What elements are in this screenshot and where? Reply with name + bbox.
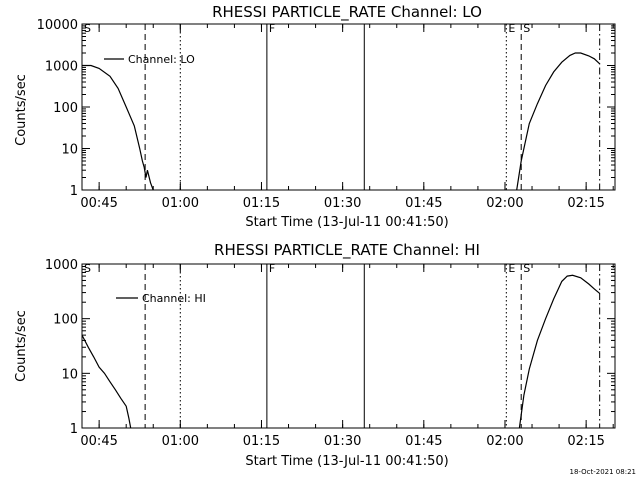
chart-title: RHESSI PARTICLE_RATE Channel: LO <box>212 3 482 22</box>
y-tick-label: 10 <box>61 143 78 158</box>
x-tick-label: 01:30 <box>324 196 361 211</box>
plot-frame <box>81 263 616 429</box>
chart-title: RHESSI PARTICLE_RATE Channel: HI <box>214 241 480 260</box>
event-marker-label: S <box>84 262 91 275</box>
x-tick-label: 00:45 <box>80 434 117 449</box>
x-tick-label: 02:00 <box>486 196 523 211</box>
series-line <box>82 64 154 191</box>
series-line <box>81 334 132 429</box>
x-tick-label: 02:15 <box>567 434 604 449</box>
series-line <box>516 52 601 191</box>
x-tick-label: 02:15 <box>567 196 604 211</box>
x-tick-label: 02:00 <box>486 434 523 449</box>
x-tick-label: 01:45 <box>405 434 442 449</box>
y-tick-label: 10 <box>61 367 78 382</box>
event-marker-label: S <box>84 22 91 35</box>
y-tick-label: 1000 <box>45 60 78 75</box>
plot-frame <box>81 23 616 191</box>
event-marker-label: S <box>523 22 530 35</box>
x-axis-label: Start Time (13-Jul-11 00:41:50) <box>245 215 448 230</box>
x-axis-label: Start Time (13-Jul-11 00:41:50) <box>245 454 448 469</box>
x-tick-label: 01:30 <box>324 434 361 449</box>
event-marker-label: E <box>508 22 515 35</box>
event-marker-label: F <box>269 22 275 35</box>
event-marker-label: S <box>523 262 530 275</box>
y-tick-label: 1000 <box>45 258 78 273</box>
y-tick-label: 1 <box>70 184 78 199</box>
x-tick-label: 01:15 <box>243 196 280 211</box>
y-tick-label: 100 <box>53 101 78 116</box>
x-tick-label: 00:45 <box>80 196 117 211</box>
x-tick-label: 01:45 <box>405 196 442 211</box>
footer-timestamp: 18-Oct-2021 08:21 <box>570 468 636 476</box>
x-tick-label: 01:00 <box>162 434 199 449</box>
x-tick-label: 01:15 <box>243 434 280 449</box>
chart-panel-lo: RHESSI PARTICLE_RATE Channel: LO Start T… <box>14 3 616 230</box>
y-tick-label: 1 <box>70 422 78 437</box>
y-tick-label: 10000 <box>37 18 78 33</box>
x-tick-label: 01:00 <box>162 196 199 211</box>
y-axis-label: Counts/sec <box>14 74 29 146</box>
event-marker-label: E <box>508 262 515 275</box>
y-axis-label: Counts/sec <box>14 310 29 382</box>
legend-label: Channel: HI <box>142 292 206 305</box>
event-marker-label: F <box>269 262 275 275</box>
y-tick-label: 100 <box>53 313 78 328</box>
chart-panel-hi: RHESSI PARTICLE_RATE Channel: HI Start T… <box>14 241 616 469</box>
series-line <box>518 274 601 429</box>
legend-label: Channel: LO <box>128 53 195 66</box>
